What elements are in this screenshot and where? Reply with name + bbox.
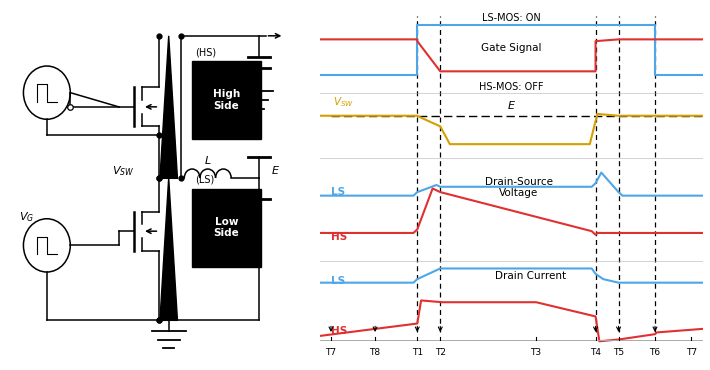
Text: (HS): (HS) [195, 47, 217, 57]
Text: HS-MOS: OFF: HS-MOS: OFF [479, 82, 543, 92]
Text: T4: T4 [590, 349, 601, 357]
Text: E: E [508, 101, 515, 111]
Text: T7: T7 [686, 349, 697, 357]
Polygon shape [160, 178, 178, 320]
Text: T3: T3 [530, 349, 542, 357]
Text: T7: T7 [325, 349, 337, 357]
Text: E: E [272, 166, 279, 176]
Text: T2: T2 [435, 349, 446, 357]
Text: $V_{SW}$: $V_{SW}$ [333, 95, 354, 110]
Text: LS: LS [331, 187, 345, 197]
Text: LS: LS [331, 276, 345, 286]
Text: High
Side: High Side [213, 89, 240, 111]
Text: Drain Current: Drain Current [495, 270, 566, 280]
Bar [192, 189, 261, 267]
Text: (LS): (LS) [195, 175, 214, 185]
Text: Drain-Source
Voltage: Drain-Source Voltage [485, 177, 553, 198]
Text: HS: HS [331, 326, 347, 336]
Polygon shape [160, 36, 178, 178]
Text: T5: T5 [613, 349, 624, 357]
Text: T1: T1 [412, 349, 423, 357]
Text: Low
Side: Low Side [214, 217, 239, 238]
Text: T6: T6 [650, 349, 660, 357]
Text: T8: T8 [369, 349, 381, 357]
Text: LS-MOS: ON: LS-MOS: ON [482, 13, 540, 23]
Text: $V_G$: $V_G$ [18, 210, 34, 224]
Bar [192, 61, 261, 139]
Text: Gate Signal: Gate Signal [481, 43, 542, 53]
Text: $V_{SW}$: $V_{SW}$ [112, 164, 134, 178]
Text: HS: HS [331, 232, 347, 242]
Text: L: L [204, 156, 211, 166]
